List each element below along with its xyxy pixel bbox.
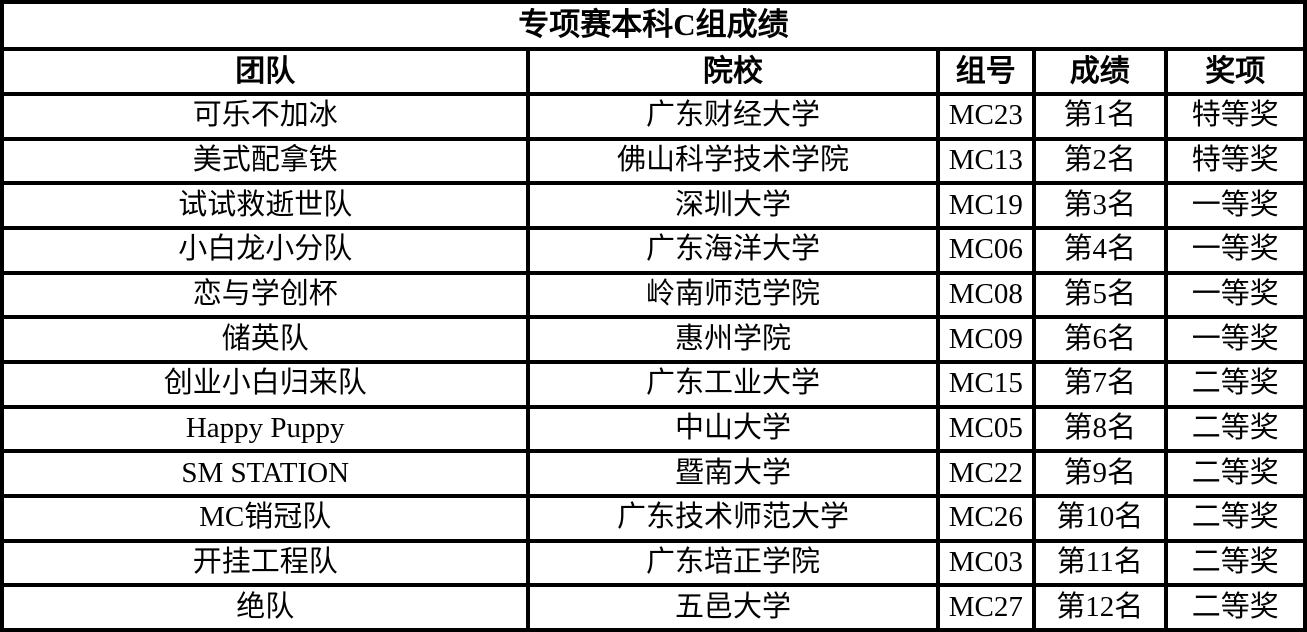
school-cell: 深圳大学: [526, 181, 940, 230]
award-cell: 一等奖: [1163, 315, 1307, 364]
school-cell: 佛山科学技术学院: [526, 136, 940, 186]
group-number-cell: MC06: [935, 225, 1036, 275]
school-cell: 岭南师范学院: [526, 270, 940, 320]
table-row: 绝队 五邑大学 MC27 第12名 二等奖: [0, 583, 1307, 632]
group-number-cell: MC03: [935, 538, 1036, 588]
group-number-cell: MC08: [935, 270, 1036, 320]
award-cell: 一等奖: [1163, 225, 1307, 275]
table-row: 创业小白归来队 广东工业大学 MC15 第7名 二等奖: [0, 359, 1307, 409]
school-cell: 广东培正学院: [526, 538, 940, 588]
group-number-cell: MC27: [935, 583, 1036, 632]
column-header-team: 团队: [0, 47, 531, 96]
table-row: 可乐不加冰 广东财经大学 MC23 第1名 特等奖: [0, 92, 1307, 141]
school-cell: 广东财经大学: [526, 92, 940, 141]
award-cell: 二等奖: [1163, 404, 1307, 454]
team-cell: Happy Puppy: [0, 404, 531, 454]
group-number-cell: MC15: [935, 359, 1036, 409]
rank-cell: 第3名: [1031, 181, 1168, 230]
title-row: 专项赛本科C组成绩: [0, 0, 1307, 51]
team-cell: SM STATION: [0, 449, 531, 498]
team-cell: 创业小白归来队: [0, 359, 531, 409]
school-cell: 广东海洋大学: [526, 225, 940, 275]
table-row: SM STATION 暨南大学 MC22 第9名 二等奖: [0, 449, 1307, 498]
award-cell: 二等奖: [1163, 583, 1307, 632]
award-cell: 二等奖: [1163, 359, 1307, 409]
group-number-cell: MC23: [935, 92, 1036, 141]
group-number-cell: MC19: [935, 181, 1036, 230]
table-row: 恋与学创杯 岭南师范学院 MC08 第5名 一等奖: [0, 270, 1307, 320]
team-cell: 开挂工程队: [0, 538, 531, 588]
rank-cell: 第2名: [1031, 136, 1168, 186]
table-row: 美式配拿铁 佛山科学技术学院 MC13 第2名 特等奖: [0, 136, 1307, 186]
award-cell: 二等奖: [1163, 538, 1307, 588]
rank-cell: 第4名: [1031, 225, 1168, 275]
team-cell: 美式配拿铁: [0, 136, 531, 186]
school-cell: 惠州学院: [526, 315, 940, 364]
group-number-cell: MC09: [935, 315, 1036, 364]
rank-cell: 第11名: [1031, 538, 1168, 588]
award-cell: 一等奖: [1163, 181, 1307, 230]
award-cell: 二等奖: [1163, 493, 1307, 543]
award-cell: 特等奖: [1163, 136, 1307, 186]
rank-cell: 第12名: [1031, 583, 1168, 632]
team-cell: 恋与学创杯: [0, 270, 531, 320]
team-cell: MC销冠队: [0, 493, 531, 543]
group-number-cell: MC26: [935, 493, 1036, 543]
rank-cell: 第8名: [1031, 404, 1168, 454]
table-row: 小白龙小分队 广东海洋大学 MC06 第4名 一等奖: [0, 225, 1307, 275]
team-cell: 可乐不加冰: [0, 92, 531, 141]
school-cell: 广东工业大学: [526, 359, 940, 409]
table-row: MC销冠队 广东技术师范大学 MC26 第10名 二等奖: [0, 493, 1307, 543]
header-row: 团队 院校 组号 成绩 奖项: [0, 47, 1307, 96]
rank-cell: 第9名: [1031, 449, 1168, 498]
team-cell: 试试救逝世队: [0, 181, 531, 230]
group-number-cell: MC13: [935, 136, 1036, 186]
award-cell: 一等奖: [1163, 270, 1307, 320]
school-cell: 广东技术师范大学: [526, 493, 940, 543]
award-cell: 特等奖: [1163, 92, 1307, 141]
table-row: 开挂工程队 广东培正学院 MC03 第11名 二等奖: [0, 538, 1307, 588]
rank-cell: 第6名: [1031, 315, 1168, 364]
school-cell: 中山大学: [526, 404, 940, 454]
team-cell: 储英队: [0, 315, 531, 364]
table-title: 专项赛本科C组成绩: [0, 0, 1307, 51]
group-number-cell: MC22: [935, 449, 1036, 498]
table-row: Happy Puppy 中山大学 MC05 第8名 二等奖: [0, 404, 1307, 454]
table-row: 储英队 惠州学院 MC09 第6名 一等奖: [0, 315, 1307, 364]
school-cell: 暨南大学: [526, 449, 940, 498]
rank-cell: 第5名: [1031, 270, 1168, 320]
team-cell: 绝队: [0, 583, 531, 632]
column-header-group-number: 组号: [935, 47, 1036, 96]
rank-cell: 第10名: [1031, 493, 1168, 543]
column-header-rank: 成绩: [1031, 47, 1168, 96]
table-row: 试试救逝世队 深圳大学 MC19 第3名 一等奖: [0, 181, 1307, 230]
column-header-school: 院校: [526, 47, 940, 96]
rank-cell: 第1名: [1031, 92, 1168, 141]
rank-cell: 第7名: [1031, 359, 1168, 409]
award-cell: 二等奖: [1163, 449, 1307, 498]
column-header-award: 奖项: [1163, 47, 1307, 96]
school-cell: 五邑大学: [526, 583, 940, 632]
group-number-cell: MC05: [935, 404, 1036, 454]
team-cell: 小白龙小分队: [0, 225, 531, 275]
